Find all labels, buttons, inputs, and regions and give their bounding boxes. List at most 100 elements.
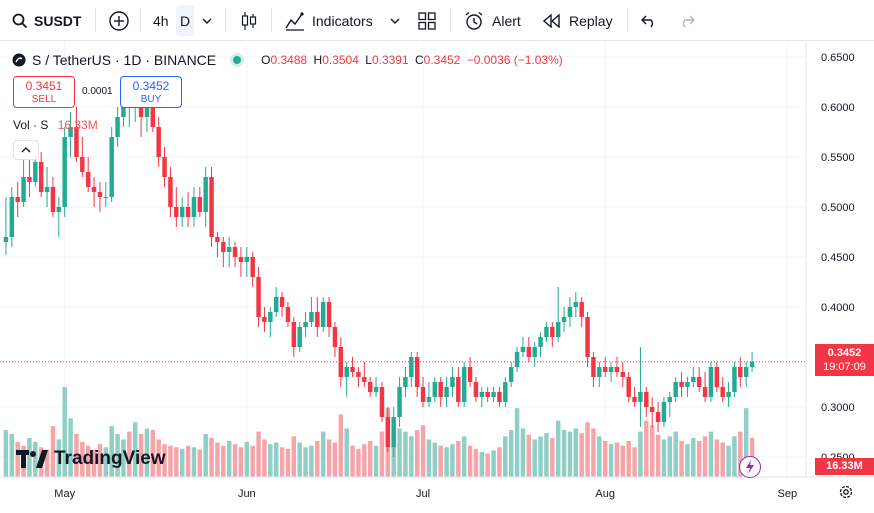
volume-bar bbox=[121, 439, 126, 477]
redo-button[interactable] bbox=[679, 0, 695, 41]
interval-4h-button[interactable]: 4h bbox=[153, 0, 169, 41]
symbol-search[interactable]: SUSDT bbox=[12, 0, 81, 41]
brand-name: TradingView bbox=[54, 448, 166, 469]
volume-bar bbox=[303, 447, 308, 477]
volume-bar bbox=[179, 448, 185, 477]
candle-body bbox=[320, 302, 326, 327]
volume-bar bbox=[27, 437, 32, 477]
chevron-down-icon bbox=[389, 15, 401, 27]
candle-body bbox=[44, 187, 50, 192]
volume-bar bbox=[414, 430, 420, 477]
candle-body bbox=[33, 162, 38, 182]
candle-body bbox=[661, 402, 667, 422]
symbol-title[interactable]: S / TetherUS · 1D · BINANCE bbox=[32, 52, 217, 68]
candle-body bbox=[679, 382, 684, 387]
candle-body bbox=[403, 377, 408, 387]
volume-bar bbox=[74, 433, 79, 477]
collapse-legend-button[interactable] bbox=[13, 140, 39, 160]
interval-d-button[interactable]: D bbox=[176, 5, 194, 36]
volume-bar bbox=[297, 442, 302, 477]
candle-body bbox=[68, 127, 73, 137]
alarm-clock-icon bbox=[464, 11, 484, 31]
interval-dropdown[interactable] bbox=[201, 0, 213, 41]
volume-bar bbox=[550, 437, 555, 477]
volume-bar bbox=[567, 431, 573, 477]
volume-bar bbox=[138, 433, 144, 477]
undo-button[interactable] bbox=[641, 0, 657, 41]
volume-bar bbox=[620, 445, 626, 477]
x-tick-label: Sep bbox=[778, 488, 798, 500]
candle-body bbox=[432, 382, 438, 397]
candle-body bbox=[356, 372, 361, 377]
gear-icon bbox=[838, 484, 854, 500]
open-value: 0.3488 bbox=[270, 53, 308, 67]
candle-body bbox=[109, 137, 114, 197]
y-tick-label: 0.4500 bbox=[821, 252, 855, 264]
redo-icon bbox=[679, 14, 695, 28]
candle-body bbox=[579, 302, 584, 317]
candle-body bbox=[626, 377, 631, 397]
close-value: 0.3452 bbox=[423, 53, 461, 67]
candle-body bbox=[514, 352, 520, 367]
candle-body bbox=[426, 397, 432, 402]
tradingview-logo[interactable]: TradingView bbox=[16, 448, 166, 470]
candle-body bbox=[379, 387, 385, 417]
volume-bar bbox=[602, 441, 608, 477]
candle-body bbox=[538, 337, 543, 347]
candle-body bbox=[27, 177, 32, 182]
volume-bar bbox=[626, 441, 631, 477]
volume-legend[interactable]: Vol · S 16.33M bbox=[13, 118, 98, 132]
volume-bar bbox=[174, 447, 179, 477]
last-price-tag: 0.3452 19:07:09 bbox=[815, 344, 874, 376]
volume-bar bbox=[103, 447, 109, 477]
volume-bar bbox=[156, 439, 161, 477]
volume-bar bbox=[9, 433, 15, 477]
chart-type-button[interactable] bbox=[240, 0, 258, 41]
chart-settings-button[interactable] bbox=[838, 484, 854, 505]
price-chart[interactable]: 0.6500 0.6000 0.5500 0.5000 0.4500 0.4000 0.30… bbox=[0, 42, 874, 513]
sell-button[interactable]: 0.3451 SELL bbox=[13, 76, 75, 108]
symbol-logo-icon bbox=[12, 53, 26, 67]
alert-button[interactable]: Alert bbox=[464, 0, 521, 41]
volume-tag-value: 16.33M bbox=[826, 460, 863, 472]
candle-body bbox=[185, 207, 191, 217]
volume-bar bbox=[356, 448, 361, 477]
candles bbox=[3, 87, 755, 457]
volume-bar bbox=[597, 436, 602, 477]
low-key: L bbox=[365, 53, 372, 67]
volume-bar bbox=[708, 431, 714, 477]
volume-bar bbox=[743, 408, 749, 477]
volume-bar bbox=[344, 428, 349, 477]
volume-bar bbox=[573, 428, 579, 477]
layouts-button[interactable] bbox=[418, 0, 436, 41]
sell-label: SELL bbox=[31, 94, 57, 105]
candle-body bbox=[350, 367, 355, 372]
search-icon bbox=[12, 13, 28, 29]
indicators-button[interactable]: Indicators bbox=[285, 0, 373, 41]
volume-bar bbox=[432, 442, 438, 477]
y-tick-label: 0.4000 bbox=[821, 302, 855, 314]
volume-bar bbox=[544, 433, 549, 477]
y-tick-label: 0.3000 bbox=[821, 402, 855, 414]
replay-button[interactable]: Replay bbox=[543, 0, 613, 41]
candle-body bbox=[473, 382, 479, 397]
volume-bar bbox=[696, 441, 702, 477]
compare-button[interactable] bbox=[108, 0, 130, 41]
candle-body bbox=[591, 357, 596, 377]
volume-bar bbox=[661, 439, 667, 477]
candle-body bbox=[203, 177, 208, 212]
volume-bar bbox=[638, 431, 643, 477]
candle-body bbox=[332, 327, 338, 347]
buy-button[interactable]: 0.3452 BUY bbox=[120, 76, 182, 108]
lightning-button[interactable] bbox=[739, 456, 761, 478]
candle-body bbox=[338, 347, 344, 377]
y-axis-ticks: 0.6500 0.6000 0.5500 0.5000 0.4500 0.4000 0.30… bbox=[821, 52, 855, 464]
candle-body bbox=[144, 107, 150, 117]
candle-body bbox=[561, 317, 567, 322]
indicators-dropdown[interactable] bbox=[389, 0, 401, 41]
volume-bar bbox=[520, 428, 526, 477]
volume-bar bbox=[91, 449, 97, 477]
candle-body bbox=[743, 367, 749, 377]
candle-body bbox=[309, 312, 314, 322]
volume-bar bbox=[673, 431, 678, 477]
